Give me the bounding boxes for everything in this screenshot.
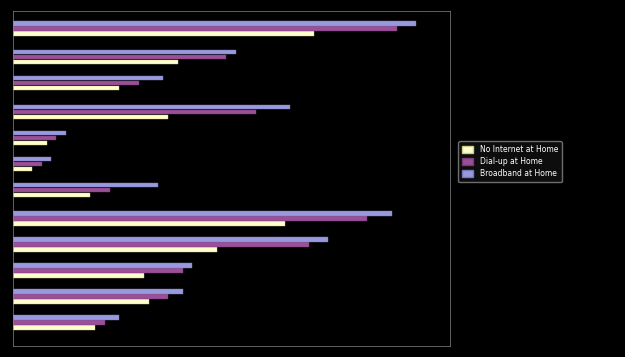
Bar	[12, 300, 149, 304]
Bar	[12, 221, 285, 226]
Legend: No Internet at Home, Dial-up at Home, Broadband at Home: No Internet at Home, Dial-up at Home, Br…	[458, 141, 562, 182]
Bar	[12, 315, 119, 320]
Bar	[12, 110, 256, 114]
Bar	[12, 157, 51, 161]
Bar	[12, 193, 90, 197]
Bar	[12, 131, 66, 135]
Bar	[12, 115, 168, 119]
Bar	[12, 26, 396, 31]
Bar	[12, 21, 416, 26]
Bar	[12, 237, 329, 242]
Bar	[12, 273, 144, 278]
Bar	[12, 320, 105, 325]
Bar	[12, 76, 163, 80]
Bar	[12, 216, 367, 221]
Bar	[12, 290, 182, 294]
Bar	[12, 81, 139, 85]
Bar	[12, 242, 309, 247]
Bar	[12, 31, 314, 36]
Bar	[12, 247, 217, 252]
Bar	[12, 188, 110, 192]
Bar	[12, 268, 182, 273]
Bar	[12, 162, 42, 166]
Bar	[12, 55, 226, 59]
Bar	[12, 50, 236, 54]
Bar	[12, 167, 32, 171]
Bar	[12, 60, 177, 65]
Bar	[12, 263, 192, 268]
Bar	[12, 295, 168, 299]
Bar	[12, 325, 95, 330]
Bar	[12, 211, 392, 216]
Bar	[12, 136, 56, 140]
Bar	[12, 105, 289, 109]
Bar	[12, 183, 158, 187]
Bar	[12, 141, 46, 145]
Bar	[12, 86, 119, 90]
